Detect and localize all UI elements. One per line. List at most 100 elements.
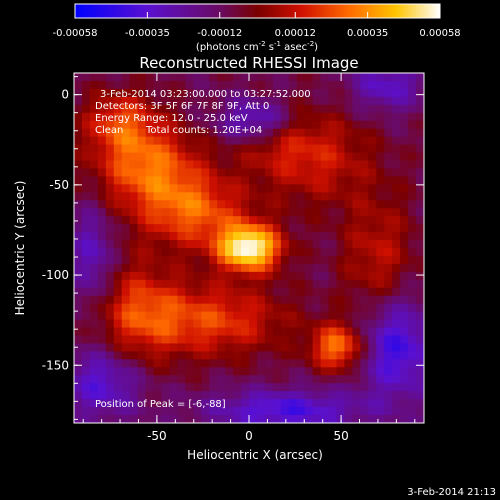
heatmap-cell xyxy=(368,271,377,281)
heatmap-cell xyxy=(169,383,178,392)
heatmap-cell xyxy=(81,303,91,313)
heatmap-cell xyxy=(169,184,178,193)
heatmap-cell xyxy=(296,343,306,352)
heatmap-cell xyxy=(344,415,353,423)
heatmap-cell xyxy=(177,216,186,225)
heatmap-cell xyxy=(105,240,115,249)
heatmap-cell xyxy=(320,287,330,297)
heatmap-cell xyxy=(328,208,338,217)
heatmap-cell xyxy=(185,96,194,106)
heatmap-cell xyxy=(400,399,409,408)
heatmap-cell xyxy=(264,287,274,297)
heatmap-cell xyxy=(153,192,163,201)
heatmap-cell xyxy=(105,88,115,98)
heatmap-cell xyxy=(201,359,210,368)
heatmap-cell xyxy=(201,375,210,384)
heatmap-cell xyxy=(233,104,242,114)
heatmap-cell xyxy=(209,335,218,345)
heatmap-cell xyxy=(201,208,210,217)
heatmap-cell xyxy=(217,80,226,90)
heatmap-cell xyxy=(185,120,194,130)
heatmap-cell xyxy=(225,192,234,201)
heatmap-cell xyxy=(376,383,385,392)
heatmap-cell xyxy=(209,407,218,416)
heatmap-cell xyxy=(201,335,210,345)
heatmap-cell xyxy=(225,391,234,400)
heatmap-cell xyxy=(185,240,194,249)
heatmap-cell xyxy=(209,192,218,201)
heatmap-cell xyxy=(288,271,298,281)
heatmap-cell xyxy=(272,279,282,289)
heatmap-cell xyxy=(392,311,401,321)
heatmap-cell xyxy=(304,327,314,337)
heatmap-cell xyxy=(288,232,298,241)
heatmap-cell xyxy=(137,176,147,185)
heatmap-cell xyxy=(264,367,274,376)
heatmap-cell xyxy=(296,192,306,201)
heatmap-cell xyxy=(129,248,139,257)
detectors-annotation: Detectors: 3F 5F 6F 7F 8F 9F, Att 0 xyxy=(95,101,269,112)
heatmap-cell xyxy=(384,343,393,352)
heatmap-cell xyxy=(352,248,361,257)
x-tick-label: 0 xyxy=(245,429,253,443)
heatmap-cell xyxy=(368,255,377,265)
heatmap-cell xyxy=(89,375,99,384)
heatmap-cell xyxy=(352,128,361,138)
heatmap-cell xyxy=(74,383,83,392)
heatmap-cell xyxy=(368,216,377,225)
heatmap-cell xyxy=(376,208,385,217)
heatmap-cell xyxy=(408,303,417,313)
heatmap-cell xyxy=(264,168,274,177)
heatmap-cell xyxy=(280,335,290,345)
heatmap-cell xyxy=(288,399,298,408)
heatmap-cell xyxy=(312,375,322,384)
heatmap-cell xyxy=(336,128,346,138)
heatmap-cell xyxy=(416,319,424,329)
heatmap-cell xyxy=(225,295,234,305)
heatmap-cell xyxy=(416,192,424,201)
heatmap-cell xyxy=(416,176,424,185)
heatmap-cell xyxy=(105,263,115,273)
heatmap-cell xyxy=(105,208,115,217)
heatmap-cell xyxy=(81,287,91,297)
heatmap-cell xyxy=(360,152,369,162)
heatmap-cell xyxy=(296,176,306,185)
heatmap-cell xyxy=(320,311,330,321)
heatmap-cell xyxy=(225,136,234,146)
heatmap-cell xyxy=(217,192,226,201)
heatmap-cell xyxy=(137,311,147,321)
heatmap-cell xyxy=(185,224,194,233)
heatmap-cell xyxy=(264,160,274,170)
heatmap-cell xyxy=(304,168,314,177)
heatmap-cell xyxy=(408,96,417,106)
heatmap-cell xyxy=(256,160,266,170)
heatmap-cell xyxy=(97,112,107,122)
heatmap-cell xyxy=(193,327,202,337)
heatmap-cell xyxy=(264,216,274,225)
heatmap-cell xyxy=(137,200,147,209)
heatmap-cell xyxy=(217,351,226,360)
heatmap-cell xyxy=(304,216,314,225)
heatmap-cell xyxy=(137,343,147,352)
heatmap-cell xyxy=(376,351,385,360)
heatmap-cell xyxy=(74,248,83,257)
heatmap-cell xyxy=(304,136,314,146)
heatmap-cell xyxy=(368,399,377,408)
heatmap-cell xyxy=(161,216,171,225)
heatmap-cell xyxy=(74,287,83,297)
heatmap-cell xyxy=(288,343,298,352)
heatmap-cell xyxy=(241,192,250,201)
heatmap-cell xyxy=(233,184,242,193)
heatmap-cell xyxy=(344,399,353,408)
heatmap-cell xyxy=(296,407,306,416)
heatmap-cell xyxy=(113,383,123,392)
heatmap-cell xyxy=(288,112,298,122)
heatmap-cell xyxy=(280,248,290,257)
heatmap-cell xyxy=(249,303,258,313)
heatmap-cell xyxy=(328,319,338,329)
heatmap-cell xyxy=(129,367,139,376)
heatmap-cell xyxy=(225,343,234,352)
heatmap-cell xyxy=(328,367,338,376)
heatmap-cell xyxy=(193,208,202,217)
y-tick-label: 0 xyxy=(61,88,69,102)
